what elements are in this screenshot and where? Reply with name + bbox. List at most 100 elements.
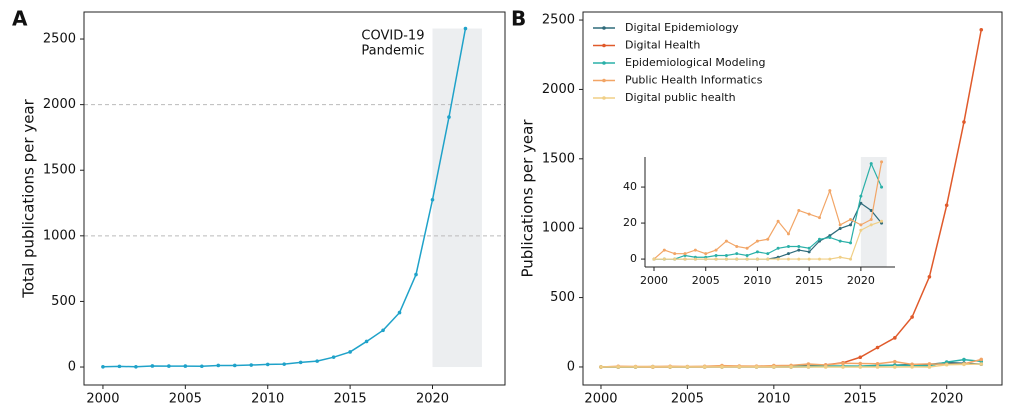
data-point [869, 217, 873, 221]
panel-label: A [12, 7, 28, 31]
y-tick-label: 0 [68, 360, 76, 375]
data-point [249, 363, 254, 367]
y-tick-label: 1500 [542, 151, 575, 166]
data-point [101, 364, 105, 369]
data-point [651, 365, 655, 369]
data-point [430, 197, 435, 202]
data-point [962, 362, 966, 367]
data-point [364, 339, 369, 344]
data-point [397, 310, 402, 315]
data-point [265, 362, 270, 367]
data-point [979, 357, 984, 362]
x-tick-label: 2010 [251, 392, 284, 405]
data-point [704, 257, 708, 261]
data-point [200, 364, 204, 369]
x-tick-label: 2010 [743, 274, 771, 287]
data-point [183, 364, 188, 368]
data-point [806, 362, 811, 366]
data-point [755, 250, 759, 254]
data-point [807, 257, 811, 261]
data-point [668, 365, 672, 369]
data-point [849, 241, 853, 245]
legend-label: Epidemiological Modeling [625, 56, 765, 69]
y-tick-label: 40 [623, 180, 637, 193]
data-point [797, 248, 801, 252]
y-axis-label: Publications per year [519, 119, 537, 278]
data-point [893, 336, 897, 340]
data-point [134, 364, 138, 369]
x-tick-label: 2000 [640, 274, 668, 287]
axes-frame [83, 11, 506, 386]
data-point [673, 252, 677, 256]
series-line [653, 161, 883, 260]
y-tick-label: 2500 [43, 32, 76, 47]
legend-marker [602, 96, 606, 100]
data-point [893, 365, 897, 369]
x-tick-label: 2015 [334, 392, 367, 405]
data-point [927, 362, 932, 366]
legend-label: Public Health Informatics [625, 74, 763, 87]
x-tick-label: 2005 [169, 392, 202, 405]
series-line [653, 202, 883, 260]
x-tick-label: 2015 [795, 274, 823, 287]
y-tick-label: 1000 [542, 221, 575, 236]
data-point [828, 235, 832, 239]
data-point [880, 160, 884, 164]
data-point [693, 248, 697, 252]
data-point [875, 365, 880, 369]
data-point [704, 252, 708, 256]
legend-marker [602, 78, 606, 83]
data-point [838, 255, 842, 259]
panel: 2000 2005 2010 2015 202005001000150020002500… [511, 7, 1003, 405]
highlight-region [860, 157, 887, 267]
data-point [962, 357, 966, 362]
data-point [685, 365, 690, 369]
data-point [962, 120, 966, 124]
data-point [776, 246, 780, 250]
data-point [869, 223, 873, 227]
x-tick-label: 2005 [671, 392, 704, 405]
data-point [662, 248, 666, 252]
data-point [216, 363, 221, 368]
data-point [869, 208, 873, 212]
data-point [735, 252, 739, 256]
data-point [979, 27, 984, 32]
x-tick-label: 2000 [86, 392, 119, 405]
data-point [927, 274, 932, 279]
data-point [702, 365, 707, 369]
data-point [838, 226, 842, 230]
data-point [755, 239, 759, 243]
x-tick-label: 2020 [847, 274, 875, 287]
legend-marker [602, 26, 606, 30]
data-point [150, 364, 155, 368]
data-point [858, 365, 863, 369]
legend-marker [602, 43, 606, 48]
legend-marker [602, 61, 606, 65]
data-point [724, 253, 728, 257]
data-point [893, 359, 897, 364]
data-point [772, 365, 776, 369]
y-tick-label: 20 [623, 216, 637, 229]
data-point [735, 257, 739, 261]
y-tick-label: 1500 [43, 163, 76, 178]
data-point [714, 257, 718, 261]
data-point [849, 217, 853, 221]
data-point [858, 355, 863, 360]
data-point [673, 257, 677, 261]
data-point [849, 257, 853, 261]
data-point [662, 257, 666, 261]
data-point [745, 253, 749, 257]
data-point [859, 228, 863, 232]
data-point [754, 365, 759, 369]
y-tick-label: 2000 [43, 97, 76, 112]
data-point [828, 257, 832, 261]
y-tick-label: 500 [550, 290, 575, 305]
data-point [167, 364, 171, 368]
data-point [683, 257, 687, 261]
data-point [838, 239, 842, 243]
data-point [766, 257, 770, 261]
data-point [859, 201, 863, 205]
data-point [714, 253, 718, 257]
